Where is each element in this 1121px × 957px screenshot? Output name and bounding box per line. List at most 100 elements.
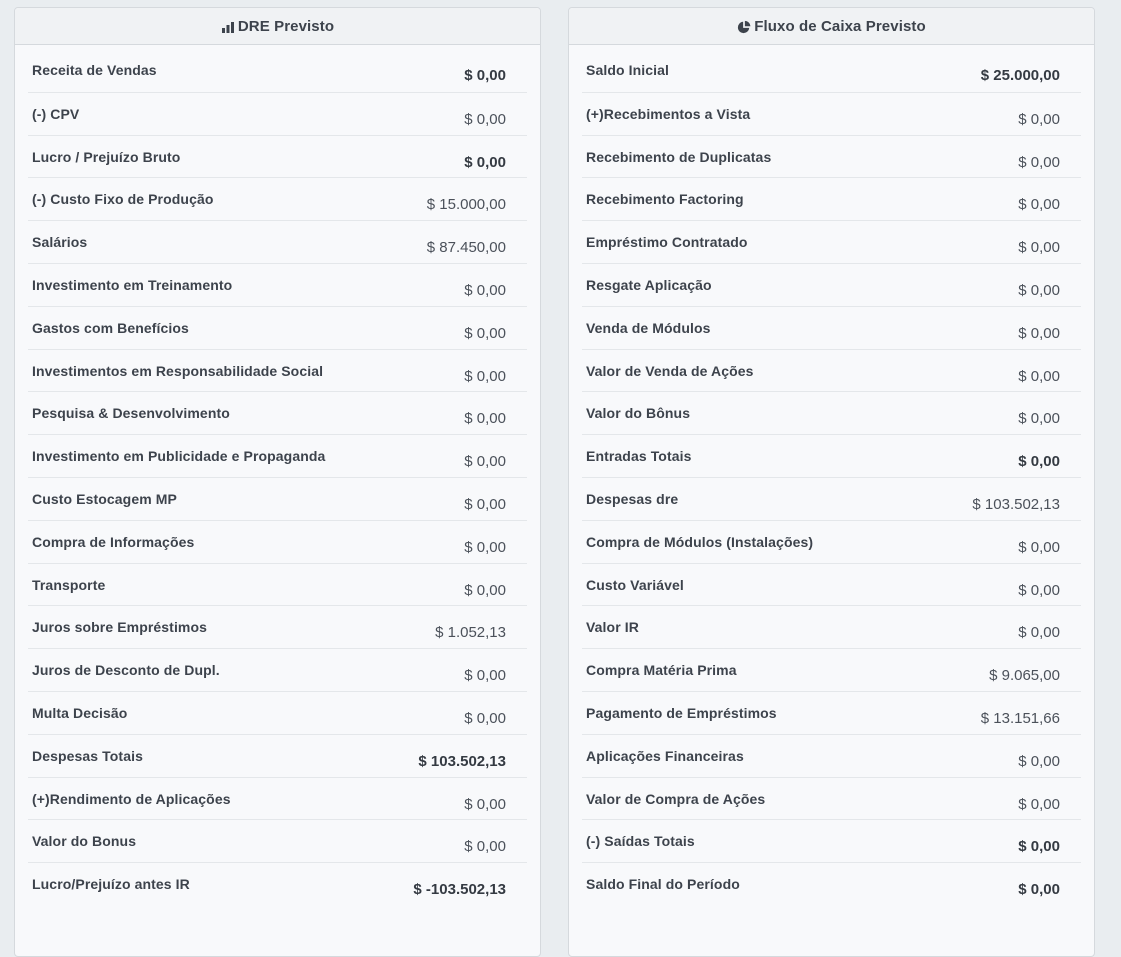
table-row: Gastos com Benefícios $ 0,00 [28, 305, 527, 349]
row-value: $ 13.151,66 [980, 709, 1060, 727]
row-label: Custo Estocagem MP [32, 490, 177, 507]
row-label: Pesquisa & Desenvolvimento [32, 405, 230, 422]
row-value: $ 1.052,13 [435, 624, 506, 642]
table-row: Saldo Inicial $ 25.000,00 [582, 49, 1081, 92]
table-row: Lucro / Prejuízo Bruto $ 0,00 [28, 134, 527, 178]
row-label: Investimento em Publicidade e Propaganda [32, 448, 326, 465]
table-row: Despesas dre $ 103.502,13 [582, 476, 1081, 520]
row-label: Lucro / Prejuízo Bruto [32, 148, 181, 165]
row-label: Saldo Inicial [586, 62, 669, 78]
table-row: Valor de Venda de Ações $ 0,00 [582, 348, 1081, 392]
row-label: Juros sobre Empréstimos [32, 619, 208, 636]
table-row: Valor do Bônus $ 0,00 [582, 391, 1081, 434]
row-label: Valor do Bônus [586, 405, 691, 422]
row-value: $ 0,00 [1018, 752, 1060, 770]
row-label: (-) Saídas Totais [586, 833, 695, 850]
row-value: $ 0,00 [1018, 581, 1060, 599]
table-row: Valor do Bonus $ 0,00 [28, 819, 527, 862]
table-row: Pagamento de Empréstimos $ 13.151,66 [582, 690, 1081, 734]
table-row: Multa Decisão $ 0,00 [28, 690, 527, 734]
fluxo-caixa-body: Saldo Inicial $ 25.000,00 (+)Recebimentos … [569, 45, 1094, 905]
table-row: Despesas Totais $ 103.502,13 [28, 733, 527, 777]
table-row: Empréstimo Contratado $ 0,00 [582, 220, 1081, 263]
table-row: Pesquisa & Desenvolvimento $ 0,00 [28, 391, 527, 434]
row-value: $ 0,00 [1018, 795, 1060, 813]
table-row: (+)Recebimentos a Vista $ 0,00 [582, 91, 1081, 135]
row-value: $ 103.502,13 [418, 752, 506, 770]
row-value: $ 0,00 [1018, 239, 1060, 257]
row-value: $ 0,00 [464, 110, 506, 128]
table-row: (-) Saídas Totais $ 0,00 [582, 819, 1081, 862]
panel-title: DRE Previsto [237, 17, 335, 35]
row-value: $ 0,00 [464, 838, 506, 856]
row-value: $ 0,00 [464, 324, 506, 342]
row-value: $ 0,00 [464, 581, 506, 599]
table-row: Receita de Vendas $ 0,00 [28, 49, 527, 92]
row-value: $ 0,00 [464, 453, 506, 471]
row-label: Transporte [32, 576, 106, 593]
row-value: $ 0,00 [1018, 453, 1060, 471]
table-row: Valor de Compra de Ações $ 0,00 [582, 776, 1081, 820]
table-row: Compra Matéria Prima $ 9.065,00 [582, 648, 1081, 691]
panel-title: Fluxo de Caixa Previsto [754, 17, 926, 35]
row-label: Despesas Totais [32, 747, 143, 764]
row-label: Compra de Informações [32, 533, 195, 550]
row-value: $ 0,00 [1018, 281, 1060, 299]
row-value: $ 0,00 [1018, 196, 1060, 214]
table-row: Recebimento de Duplicatas $ 0,00 [582, 134, 1081, 178]
table-row: Investimento em Publicidade e Propaganda… [28, 434, 527, 477]
table-row: Transporte $ 0,00 [28, 562, 527, 606]
table-row: (+)Rendimento de Aplicações $ 0,00 [28, 776, 527, 820]
row-label: Saldo Final do Período [586, 876, 740, 893]
row-value: $ 0,00 [464, 538, 506, 556]
table-row: Custo Variável $ 0,00 [582, 562, 1081, 606]
row-value: $ 0,00 [1018, 838, 1060, 856]
row-value: $ 15.000,00 [426, 196, 506, 214]
row-value: $ 25.000,00 [980, 67, 1060, 84]
row-label: Valor de Compra de Ações [586, 790, 766, 807]
table-row: Compra de Módulos (Instalações) $ 0,00 [582, 519, 1081, 563]
table-row: Salários $ 87.450,00 [28, 220, 527, 263]
table-row: Aplicações Financeiras $ 0,00 [582, 733, 1081, 777]
row-value: $ 0,00 [1018, 110, 1060, 128]
row-value: $ 0,00 [464, 795, 506, 813]
table-row: Venda de Módulos $ 0,00 [582, 305, 1081, 349]
table-row: (-) Custo Fixo de Produção $ 15.000,00 [28, 177, 527, 220]
row-label: Compra de Módulos (Instalações) [586, 533, 814, 550]
row-value: $ 9.065,00 [989, 667, 1060, 685]
table-row: Juros sobre Empréstimos $ 1.052,13 [28, 605, 527, 648]
row-label: (-) Custo Fixo de Produção [32, 191, 214, 208]
row-value: $ 0,00 [464, 667, 506, 685]
row-value: $ 0,00 [464, 67, 506, 84]
table-row: Juros de Desconto de Dupl. $ 0,00 [28, 648, 527, 691]
row-label: Multa Decisão [32, 704, 128, 721]
row-label: Receita de Vendas [32, 62, 157, 78]
row-label: Valor de Venda de Ações [586, 362, 754, 379]
dre-previsto-card: DRE Previsto Receita de Vendas $ 0,00 (-) … [14, 7, 541, 957]
row-label: Despesas dre [586, 490, 679, 507]
row-value: $ -103.502,13 [413, 881, 506, 899]
row-label: Aplicações Financeiras [586, 747, 744, 764]
row-value: $ 0,00 [1018, 410, 1060, 428]
dre-previsto-body: Receita de Vendas $ 0,00 (-) CPV $ 0,00 Lucr… [15, 45, 540, 905]
row-label: Valor do Bonus [32, 833, 137, 850]
row-label: Salários [32, 234, 88, 251]
row-value: $ 0,00 [464, 367, 506, 385]
table-row: Lucro/Prejuízo antes IR $ -103.502,13 [28, 862, 527, 905]
row-value: $ 0,00 [1018, 324, 1060, 342]
row-value: $ 0,00 [1018, 367, 1060, 385]
fluxo-caixa-header: Fluxo de Caixa Previsto [569, 8, 1094, 45]
bar-chart-icon [221, 20, 235, 34]
row-label: Venda de Módulos [586, 319, 711, 336]
row-label: Juros de Desconto de Dupl. [32, 662, 220, 679]
row-label: Gastos com Benefícios [32, 319, 189, 336]
row-value: $ 0,00 [464, 709, 506, 727]
row-value: $ 0,00 [1018, 881, 1060, 899]
row-label: (+)Recebimentos a Vista [586, 105, 751, 122]
row-label: Investimento em Treinamento [32, 276, 233, 293]
row-value: $ 0,00 [464, 410, 506, 428]
row-value: $ 0,00 [1018, 538, 1060, 556]
row-value: $ 0,00 [464, 281, 506, 299]
row-label: Recebimento Factoring [586, 191, 744, 208]
